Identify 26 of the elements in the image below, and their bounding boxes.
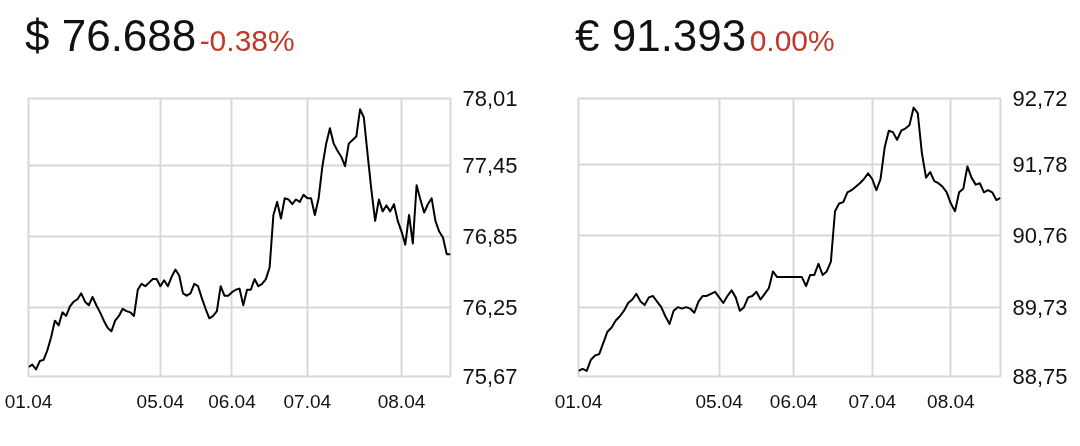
y-tick-label: 77,45: [462, 152, 518, 178]
x-tick-label: 01.04: [554, 390, 603, 412]
chart-title: $ 76.688: [25, 11, 197, 60]
chart-subtitle: -0.38%: [199, 24, 295, 57]
y-tick-label: 89,73: [1012, 295, 1068, 321]
x-tick-label: 08.04: [927, 390, 976, 412]
y-tick-label: 76,25: [462, 295, 518, 321]
y-tick-label: 91,78: [1012, 151, 1068, 177]
x-tick-label: 08.04: [377, 390, 426, 412]
x-tick-label: 01.04: [4, 390, 53, 412]
x-tick-label: 07.04: [283, 390, 332, 412]
x-tick-label: 05.04: [136, 390, 185, 412]
x-tick-label: 07.04: [848, 390, 897, 412]
y-tick-label: 88,75: [1012, 364, 1068, 389]
x-tick-label: 06.04: [769, 390, 818, 412]
y-tick-label: 75,67: [462, 364, 518, 389]
x-tick-label: 05.04: [695, 390, 744, 412]
y-tick-label: 78,01: [462, 86, 518, 111]
y-tick-label: 92,72: [1012, 86, 1068, 111]
chart-subtitle: 0.00%: [749, 24, 835, 57]
y-tick-label: 90,76: [1012, 223, 1068, 249]
chart-title: € 91.393: [575, 11, 747, 60]
y-tick-label: 76,85: [462, 223, 518, 249]
x-tick-label: 06.04: [208, 390, 257, 412]
line-series: [28, 108, 451, 371]
line-series: [578, 106, 1001, 372]
